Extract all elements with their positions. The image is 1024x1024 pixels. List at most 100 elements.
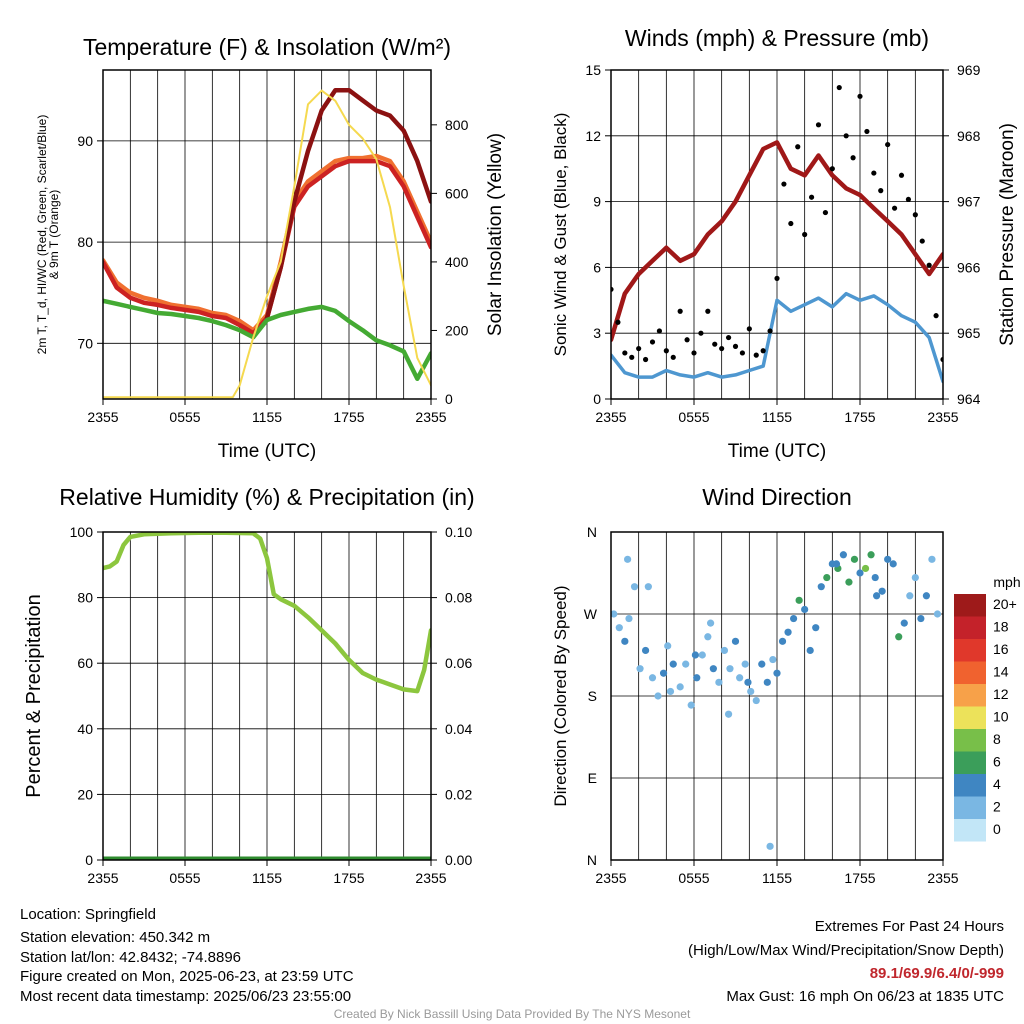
extremes-subtitle: (High/Low/Max Wind/Precipitation/Snow De… xyxy=(688,942,1004,959)
wind-direction-point xyxy=(801,605,809,614)
x-tick-label: 1755 xyxy=(844,409,875,425)
wind-direction-point xyxy=(922,592,931,600)
plot-frame xyxy=(610,531,944,861)
x-axis-label: Time (UTC) xyxy=(728,441,827,462)
y-tick-label: W xyxy=(584,606,598,622)
x-tick-label: 2355 xyxy=(87,409,118,425)
wind-direction-point xyxy=(724,710,733,718)
info-created: Figure created on Mon, 2025-06-23, at 23… xyxy=(20,968,354,985)
wind-direction-point xyxy=(784,628,792,636)
legend-swatch xyxy=(954,661,986,684)
x-tick-label: 2355 xyxy=(595,870,626,886)
y2-tick-label: 0.08 xyxy=(445,590,472,606)
wind-direction-point xyxy=(873,592,881,600)
wind-direction-point xyxy=(698,651,706,659)
wind-direction-point xyxy=(693,674,701,682)
plot-area-4 xyxy=(611,551,942,850)
gust-point xyxy=(926,262,932,268)
y2-tick-label: 969 xyxy=(957,62,981,78)
wind-direction-point xyxy=(790,614,798,623)
legend-label: 12 xyxy=(993,686,1009,702)
y-tick-label: 0 xyxy=(85,852,93,868)
gust-point xyxy=(760,348,766,354)
legend-label: 2 xyxy=(993,799,1001,815)
gust-point xyxy=(781,181,787,187)
legend-label: 20+ xyxy=(993,596,1017,612)
wind-direction-point xyxy=(806,646,814,655)
info-elevation: Station elevation: 450.342 m xyxy=(20,929,211,946)
y-tick-label: 20 xyxy=(77,786,93,802)
wind-direction-point xyxy=(871,573,879,582)
wind-direction-point xyxy=(666,687,675,696)
x-axis-label: Time (UTC) xyxy=(218,441,317,462)
y2-tick-label: 0.10 xyxy=(445,524,472,540)
panel-title-1: Temperature (F) & Insolation (W/m²) xyxy=(83,34,451,60)
gust-point xyxy=(857,93,863,99)
x-tick-label: 0555 xyxy=(678,870,709,886)
gust-point xyxy=(691,350,697,356)
panel-title-3: Relative Humidity (%) & Precipitation (i… xyxy=(59,484,474,510)
gust-point xyxy=(684,337,690,343)
y2-tick-label: 965 xyxy=(957,325,981,341)
y-tick-label: 15 xyxy=(585,62,601,78)
wind-direction-point xyxy=(644,583,652,591)
pressure-line xyxy=(611,140,943,343)
legend-label: 4 xyxy=(993,776,1001,792)
gust-point xyxy=(795,144,801,150)
wind-direction-point xyxy=(933,610,942,618)
wind-direction-point xyxy=(691,651,699,659)
gust-point xyxy=(898,172,905,178)
y-tick-label: N xyxy=(587,524,597,540)
wind-direction-point xyxy=(615,624,623,632)
wind-direction-point xyxy=(715,678,723,686)
credit-line: Created By Nick Bassill Using Data Provi… xyxy=(333,1007,691,1021)
x-tick-label: 1755 xyxy=(333,409,364,425)
wind-direction-point xyxy=(648,674,657,682)
wind-direction-point xyxy=(795,596,803,604)
wind-line xyxy=(611,291,943,384)
wind-direction-point xyxy=(736,674,744,682)
gust-point xyxy=(871,170,877,176)
y-tick-label: 80 xyxy=(77,590,93,606)
y-tick-label: E xyxy=(588,770,597,786)
wind-direction-point xyxy=(747,687,755,696)
wind-direction-point xyxy=(766,842,774,850)
gust-point xyxy=(753,352,759,358)
wind-direction-point xyxy=(856,569,864,577)
wind-direction-point xyxy=(676,683,684,691)
plot-frame xyxy=(102,69,432,400)
wind-direction-point xyxy=(832,560,841,568)
wind-direction-point xyxy=(641,646,650,655)
legend-label: 10 xyxy=(993,709,1009,725)
gust-point xyxy=(843,133,849,139)
wind-direction-point xyxy=(778,637,787,645)
wind-direction-point xyxy=(664,642,672,650)
gust-point xyxy=(649,339,656,345)
wind-direction-point xyxy=(878,587,886,595)
x-tick-label: 1155 xyxy=(252,870,282,886)
gust-point xyxy=(622,350,628,356)
y-tick-label: S xyxy=(588,688,597,704)
legend-swatch xyxy=(954,594,986,617)
y2-tick-label: 967 xyxy=(957,194,981,210)
plot-area-2 xyxy=(611,84,943,384)
wind-direction-point xyxy=(659,669,668,677)
gust-point xyxy=(615,319,621,325)
wind-direction-point xyxy=(687,701,695,709)
gust-point xyxy=(919,238,925,244)
legend-title: mph xyxy=(993,574,1020,590)
gust-point xyxy=(891,205,898,211)
gust-point xyxy=(864,128,870,135)
y-tick-label: 80 xyxy=(77,234,93,250)
wind-direction-point xyxy=(823,573,831,582)
wind-direction-point xyxy=(911,573,919,582)
gust-point xyxy=(774,275,780,281)
gust-point xyxy=(642,356,649,363)
gust-point xyxy=(829,166,835,172)
gust-point xyxy=(746,326,752,332)
wind-direction-point xyxy=(709,665,717,673)
wind-direction-point xyxy=(867,551,875,559)
gust-point xyxy=(905,196,912,203)
legend-label: 14 xyxy=(993,664,1009,680)
